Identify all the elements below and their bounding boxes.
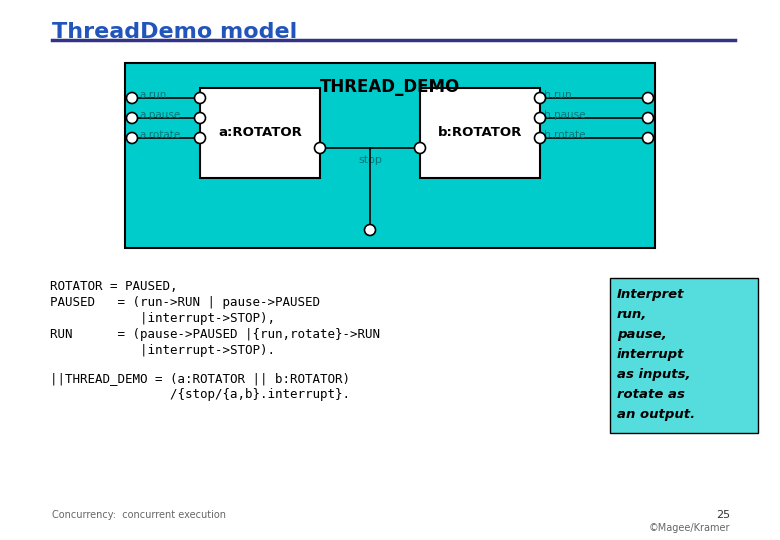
Circle shape (643, 112, 654, 124)
Text: Interpret: Interpret (617, 288, 685, 301)
Text: a.rotate: a.rotate (139, 130, 180, 140)
Circle shape (126, 132, 137, 144)
Text: b.run: b.run (544, 90, 572, 100)
Circle shape (534, 132, 545, 144)
FancyBboxPatch shape (420, 88, 540, 178)
Text: stop: stop (358, 155, 382, 165)
Circle shape (126, 112, 137, 124)
Text: pause,: pause, (617, 328, 667, 341)
Text: run,: run, (617, 308, 647, 321)
Text: interrupt: interrupt (617, 348, 685, 361)
Circle shape (643, 132, 654, 144)
Text: ©Magee/Kramer: ©Magee/Kramer (648, 523, 730, 533)
Text: b.rotate: b.rotate (544, 130, 586, 140)
Text: b.pause: b.pause (544, 110, 586, 120)
Text: ||THREAD_DEMO = (a:ROTATOR || b:ROTATOR): ||THREAD_DEMO = (a:ROTATOR || b:ROTATOR) (50, 372, 350, 385)
FancyBboxPatch shape (125, 63, 655, 248)
Text: THREAD_DEMO: THREAD_DEMO (320, 78, 460, 96)
Text: rotate as: rotate as (617, 388, 685, 401)
Text: ThreadDemo model: ThreadDemo model (52, 22, 297, 42)
Text: b:ROTATOR: b:ROTATOR (438, 126, 522, 139)
Circle shape (414, 143, 426, 153)
Text: as inputs,: as inputs, (617, 368, 690, 381)
Text: /{stop/{a,b}.interrupt}.: /{stop/{a,b}.interrupt}. (50, 388, 350, 401)
Text: |interrupt->STOP),: |interrupt->STOP), (50, 312, 275, 325)
Circle shape (534, 92, 545, 104)
Circle shape (643, 92, 654, 104)
Text: |interrupt->STOP).: |interrupt->STOP). (50, 344, 275, 357)
Circle shape (314, 143, 325, 153)
Text: PAUSED   = (run->RUN | pause->PAUSED: PAUSED = (run->RUN | pause->PAUSED (50, 296, 320, 309)
Text: a:ROTATOR: a:ROTATOR (218, 126, 302, 139)
FancyBboxPatch shape (610, 278, 758, 433)
Circle shape (534, 112, 545, 124)
Text: 25: 25 (716, 510, 730, 520)
Circle shape (194, 112, 205, 124)
Text: RUN      = (pause->PAUSED |{run,rotate}->RUN: RUN = (pause->PAUSED |{run,rotate}->RUN (50, 328, 380, 341)
Text: a.pause: a.pause (139, 110, 180, 120)
Text: an output.: an output. (617, 408, 695, 421)
Text: Concurrency:  concurrent execution: Concurrency: concurrent execution (52, 510, 226, 520)
Text: ROTATOR = PAUSED,: ROTATOR = PAUSED, (50, 280, 178, 293)
Circle shape (194, 92, 205, 104)
Text: a.run: a.run (139, 90, 166, 100)
Circle shape (194, 132, 205, 144)
Circle shape (364, 225, 375, 235)
Circle shape (126, 92, 137, 104)
FancyBboxPatch shape (200, 88, 320, 178)
